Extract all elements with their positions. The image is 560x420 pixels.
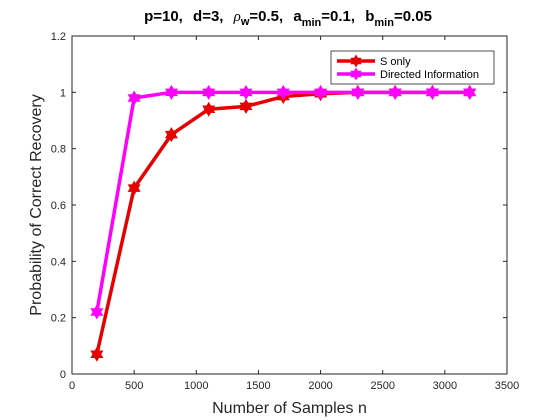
x-tick-label: 1000 <box>184 380 208 392</box>
title-b-value: =0.05 <box>394 8 432 25</box>
data-point <box>127 180 141 196</box>
title-rho-sub: w <box>240 16 250 28</box>
y-tick-label: 1 <box>60 87 66 99</box>
title-b: b <box>365 8 374 25</box>
axis-tick-labels: 0 500 1000 1500 2000 2500 3000 3500 0 0.2 0.4 0.6 0.… <box>51 31 520 392</box>
title-p: p=10, <box>144 8 183 25</box>
legend-swatch-marker <box>350 67 362 81</box>
data-point <box>164 84 178 100</box>
title-a-value: =0.1, <box>321 8 355 25</box>
data-point <box>276 84 290 100</box>
y-tick-label: 0.2 <box>51 313 66 325</box>
x-tick-label: 3000 <box>433 380 457 392</box>
x-tick-label: 2500 <box>370 380 394 392</box>
title-a: a <box>293 8 302 25</box>
data-point <box>202 84 216 100</box>
y-tick-label: 0.6 <box>51 200 66 212</box>
title-d: d=3, <box>193 8 223 25</box>
data-point <box>127 90 141 106</box>
data-point <box>239 84 253 100</box>
plot-area <box>71 35 508 375</box>
legend-item: S only <box>337 54 411 68</box>
data-point <box>425 84 439 100</box>
data-point <box>388 84 402 100</box>
data-point <box>90 304 104 320</box>
legend-swatch-marker <box>350 54 362 68</box>
x-axis-label: Number of Samples n <box>212 400 367 417</box>
y-tick-label: 1.2 <box>51 31 66 43</box>
y-tick-label: 0 <box>60 369 66 381</box>
data-point <box>202 101 216 117</box>
chart-title: p=10, d=3, ρw=0.5, amin=0.1, bmin=0.05 <box>144 8 432 29</box>
data-point <box>463 84 477 100</box>
y-axis-label: Probability of Correct Recovery <box>28 94 45 315</box>
legend-label: Directed Information <box>380 69 479 81</box>
legend-item: Directed Information <box>337 67 479 81</box>
x-tick-label: 500 <box>125 380 143 392</box>
data-point <box>351 84 365 100</box>
axis-ticks <box>71 35 508 375</box>
y-tick-label: 0.4 <box>51 256 66 268</box>
data-point <box>164 127 178 143</box>
data-point <box>90 346 104 362</box>
title-rho: ρ <box>233 9 241 25</box>
x-tick-label: 0 <box>69 380 75 392</box>
title-b-sub: min <box>374 17 394 29</box>
data-point <box>314 84 328 100</box>
x-tick-label: 3500 <box>495 380 519 392</box>
legend-box <box>330 50 495 85</box>
series-layer <box>90 84 477 362</box>
series-directed-information <box>90 84 477 320</box>
y-tick-label: 0.8 <box>51 144 66 156</box>
legend-label: S only <box>380 56 411 68</box>
x-tick-label: 2000 <box>308 380 332 392</box>
x-tick-label: 1500 <box>246 380 270 392</box>
data-point <box>239 98 253 114</box>
title-rho-value: =0.5, <box>249 8 283 25</box>
title-a-sub: min <box>302 17 322 29</box>
